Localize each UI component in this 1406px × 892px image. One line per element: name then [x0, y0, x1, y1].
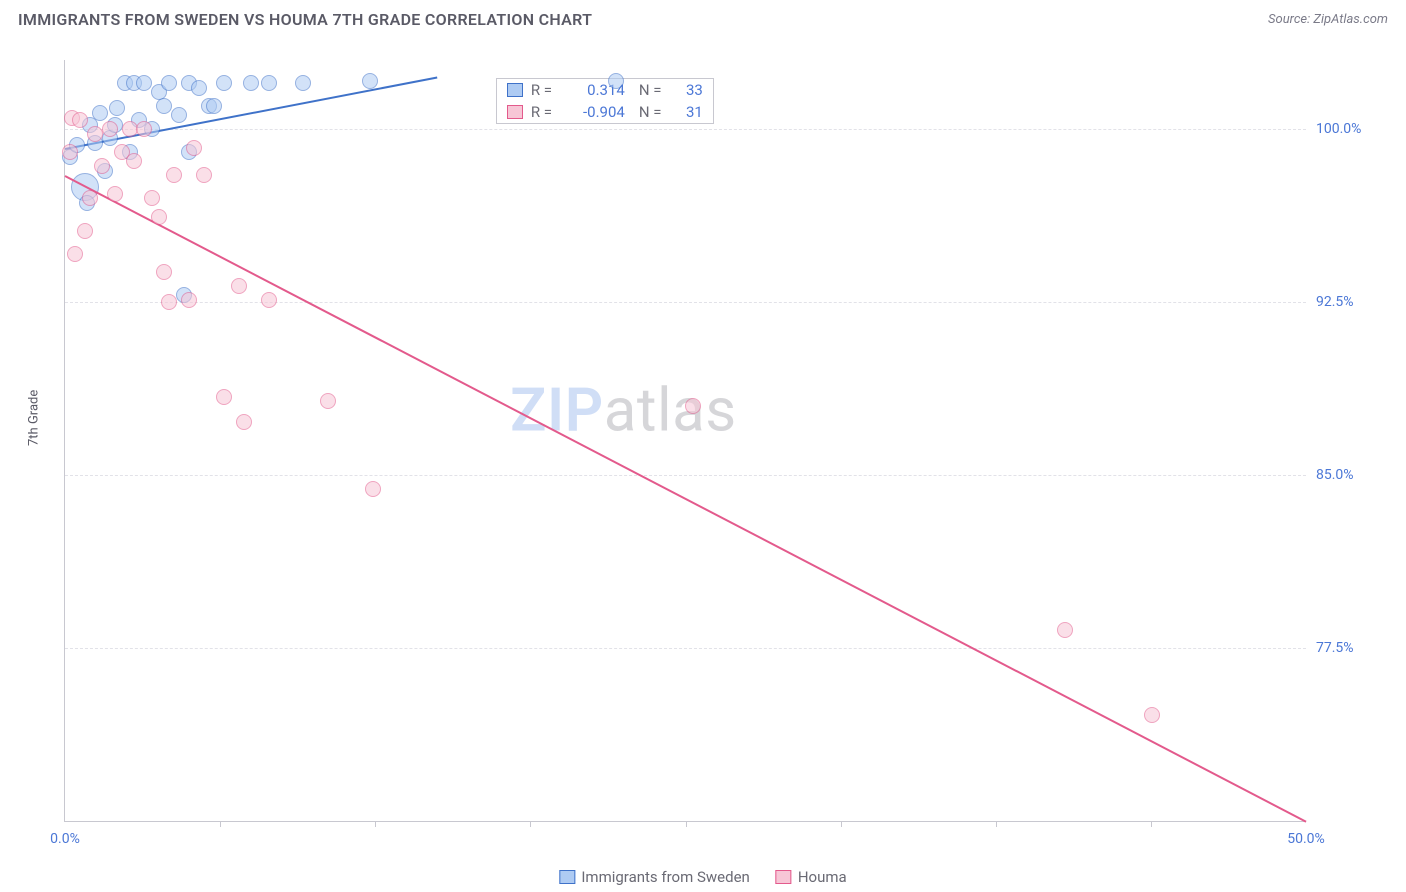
- series-legend: Immigrants from Sweden Houma: [559, 868, 846, 886]
- data-point: [87, 126, 103, 142]
- data-point: [216, 389, 232, 405]
- y-axis-label: 7th Grade: [27, 390, 42, 446]
- n-label: N =: [639, 103, 667, 121]
- data-point: [67, 246, 83, 262]
- x-tick: [530, 821, 531, 827]
- data-point: [156, 98, 172, 114]
- data-point: [102, 121, 118, 137]
- data-point: [126, 153, 142, 169]
- data-point: [122, 121, 138, 137]
- y-tick-label: 77.5%: [1316, 640, 1388, 656]
- data-point: [72, 112, 88, 128]
- correlation-row: R = -0.904 N = 31: [497, 101, 713, 123]
- data-point: [243, 75, 259, 91]
- legend-swatch: [507, 83, 523, 97]
- data-point: [196, 167, 212, 183]
- regression-line: [65, 175, 1307, 822]
- r-label: R =: [531, 103, 559, 121]
- x-tick: [841, 821, 842, 827]
- data-point: [608, 73, 624, 89]
- data-point: [151, 209, 167, 225]
- watermark-atlas: atlas: [604, 375, 737, 446]
- data-point: [166, 167, 182, 183]
- data-point: [161, 75, 177, 91]
- data-point: [94, 158, 110, 174]
- data-point: [186, 140, 202, 156]
- data-point: [181, 292, 197, 308]
- n-label: N =: [639, 81, 667, 99]
- gridline: [65, 129, 1306, 130]
- data-point: [171, 107, 187, 123]
- y-tick-label: 100.0%: [1316, 121, 1388, 137]
- x-tick-label: 50.0%: [1287, 831, 1325, 847]
- data-point: [216, 75, 232, 91]
- data-point: [92, 105, 108, 121]
- n-value: 31: [675, 103, 703, 121]
- n-value: 33: [675, 81, 703, 99]
- chart-area: 7th Grade ZIPatlas R =0.314N =33R =-0.90…: [34, 40, 1396, 852]
- legend-swatch: [507, 105, 523, 119]
- data-point: [77, 223, 93, 239]
- data-point: [295, 75, 311, 91]
- data-point: [82, 190, 98, 206]
- r-label: R =: [531, 81, 559, 99]
- legend-swatch: [776, 870, 792, 884]
- data-point: [156, 264, 172, 280]
- y-tick-label: 92.5%: [1316, 294, 1388, 310]
- data-point: [109, 100, 125, 116]
- x-tick: [375, 821, 376, 827]
- data-point: [365, 481, 381, 497]
- legend-swatch: [559, 870, 575, 884]
- data-point: [236, 414, 252, 430]
- x-tick: [220, 821, 221, 827]
- data-point: [261, 292, 277, 308]
- gridline: [65, 648, 1306, 649]
- correlation-row: R =0.314N =33: [497, 79, 713, 101]
- r-value: -0.904: [567, 103, 625, 121]
- x-tick: [996, 821, 997, 827]
- data-point: [1057, 622, 1073, 638]
- data-point: [685, 398, 701, 414]
- x-tick: [686, 821, 687, 827]
- data-point: [144, 190, 160, 206]
- correlation-legend: R =0.314N =33R =-0.904N =31: [496, 78, 714, 124]
- y-tick-label: 85.0%: [1316, 467, 1388, 483]
- data-point: [191, 80, 207, 96]
- data-point: [62, 144, 78, 160]
- data-point: [161, 294, 177, 310]
- legend-item: Houma: [776, 868, 847, 886]
- data-point: [261, 75, 277, 91]
- watermark: ZIPatlas: [510, 375, 737, 446]
- data-point: [107, 186, 123, 202]
- data-point: [206, 98, 222, 114]
- legend-item: Immigrants from Sweden: [559, 868, 749, 886]
- chart-header: IMMIGRANTS FROM SWEDEN VS HOUMA 7TH GRAD…: [0, 0, 1406, 35]
- data-point: [231, 278, 247, 294]
- data-point: [320, 393, 336, 409]
- data-point: [136, 121, 152, 137]
- data-point: [362, 73, 378, 89]
- x-tick: [1151, 821, 1152, 827]
- legend-label: Immigrants from Sweden: [581, 868, 749, 886]
- data-point: [1144, 707, 1160, 723]
- x-tick-label: 0.0%: [50, 831, 80, 847]
- data-point: [136, 75, 152, 91]
- chart-title: IMMIGRANTS FROM SWEDEN VS HOUMA 7TH GRAD…: [18, 10, 592, 29]
- source-attribution: Source: ZipAtlas.com: [1268, 12, 1388, 27]
- legend-label: Houma: [798, 868, 847, 886]
- gridline: [65, 475, 1306, 476]
- plot-region: ZIPatlas R =0.314N =33R =-0.904N =31 77.…: [64, 60, 1306, 822]
- watermark-zip: ZIP: [510, 375, 604, 446]
- gridline: [65, 302, 1306, 303]
